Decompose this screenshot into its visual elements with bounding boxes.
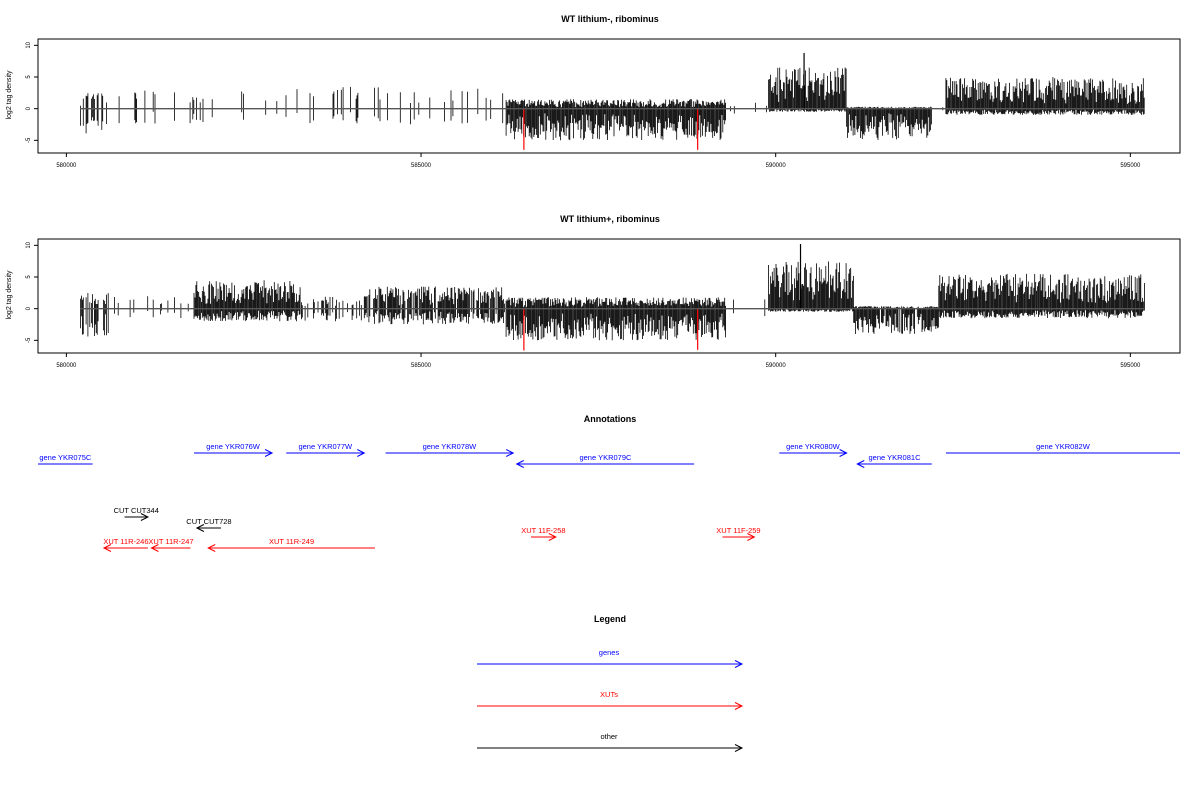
x-axis: 580000 585000 590000 595000 [56, 353, 1141, 369]
y-tick-label: 0 [26, 306, 32, 310]
arrow-head [515, 460, 525, 468]
annotation-feature: XUT 11F-258 [521, 526, 566, 541]
y-tick-label: 10 [26, 41, 32, 48]
peak-bars [523, 52, 805, 150]
legend: Legend genes XUTs other [477, 614, 744, 752]
annotation-feature: XUT 11R-246 [102, 537, 149, 552]
arrow-head [734, 660, 744, 668]
y-tick-label: -5 [26, 337, 32, 343]
panel-lithium-plus: WT lithium+, ribominus log2 tag density … [6, 214, 1181, 369]
arrow-head [548, 533, 557, 541]
legend-items: genes XUTs other [477, 648, 744, 752]
annotation-feature: gene YKR078W [385, 442, 515, 457]
feature-label: CUT CUT344 [114, 506, 159, 515]
annotations-title: Annotations [584, 414, 637, 424]
legend-item: genes [477, 648, 744, 668]
arrow-head [506, 449, 515, 457]
signal-bar-path [80, 261, 1145, 341]
panel-title: WT lithium-, ribominus [561, 14, 659, 24]
x-tick-label: 595000 [1120, 363, 1141, 369]
y-tick-label: 10 [26, 241, 32, 248]
x-tick-label: 580000 [56, 163, 77, 169]
feature-label: gene YKR080W [786, 442, 841, 451]
feature-label: gene YKR075C [39, 453, 92, 462]
legend-label: XUTs [600, 690, 618, 699]
feature-label: gene YKR081C [869, 453, 922, 462]
y-tick-label: -5 [26, 137, 32, 143]
y-tick-label: 5 [26, 75, 32, 79]
x-tick-label: 590000 [766, 163, 787, 169]
y-axis: -5 0 5 10 [26, 241, 38, 343]
annotation-feature: XUT 11R-247 [148, 537, 194, 552]
legend-label: genes [599, 648, 620, 657]
annotation-feature: XUT 11F-259 [716, 526, 761, 541]
panel-title: WT lithium+, ribominus [560, 214, 660, 224]
signal-bars [80, 261, 1145, 341]
arrow-head [102, 544, 112, 552]
feature-label: XUT 11F-259 [716, 526, 760, 535]
arrow-head [734, 744, 744, 752]
annotation-feature: CUT CUT344 [114, 506, 159, 521]
annotation-feature: gene YKR077W [286, 442, 366, 457]
annotation-feature: gene YKR075C [38, 453, 93, 465]
feature-label: gene YKR077W [298, 442, 353, 451]
legend-label: other [600, 732, 618, 741]
y-tick-label: 5 [26, 275, 32, 279]
legend-title: Legend [594, 614, 626, 624]
legend-item: XUTs [477, 690, 744, 710]
feature-list: gene YKR075C gene YKR076W gene YKR077W gene… [38, 442, 1180, 552]
annotation-feature: gene YKR080W [779, 442, 848, 457]
peak-bars [523, 244, 802, 351]
signal-bar-path [80, 67, 1145, 141]
feature-label: XUT 11R-247 [148, 537, 193, 546]
arrow-head [195, 524, 205, 532]
x-tick-label: 585000 [411, 363, 432, 369]
feature-label: XUT 11R-249 [269, 537, 314, 546]
panel-lithium-minus: WT lithium-, ribominus log2 tag density … [6, 14, 1181, 169]
y-axis: -5 0 5 10 [26, 41, 38, 143]
legend-item: other [477, 732, 744, 752]
feature-label: gene YKR082W [1036, 442, 1091, 451]
arrow-head [264, 449, 274, 457]
annotation-feature: gene YKR082W [945, 442, 1180, 454]
feature-label: XUT 11R-246 [103, 537, 148, 546]
feature-label: gene YKR076W [206, 442, 261, 451]
x-axis: 580000 585000 590000 595000 [56, 153, 1141, 169]
arrow-head [150, 544, 159, 552]
y-axis-label: log2 tag density [6, 70, 13, 120]
feature-label: CUT CUT728 [186, 517, 231, 526]
feature-label: gene YKR078W [423, 442, 478, 451]
arrow-head [734, 702, 744, 710]
x-tick-label: 595000 [1120, 163, 1141, 169]
x-tick-label: 590000 [766, 363, 787, 369]
annotation-feature: gene YKR081C [856, 453, 932, 468]
arrow-head [357, 449, 366, 457]
plot-frame [37, 38, 1181, 154]
arrow-head [839, 449, 848, 457]
annotation-feature: XUT 11R-249 [207, 537, 375, 552]
y-axis-label: log2 tag density [6, 270, 13, 320]
plot-frame [37, 238, 1181, 354]
arrow-head [140, 513, 150, 521]
x-tick-label: 585000 [411, 163, 432, 169]
annotation-feature: gene YKR079C [515, 453, 695, 468]
signal-bars [80, 67, 1145, 141]
annotation-feature: CUT CUT728 [186, 517, 232, 532]
arrow-head [747, 533, 756, 541]
arrow-head [207, 544, 216, 552]
annotation-feature: gene YKR076W [194, 442, 274, 457]
x-tick-label: 580000 [56, 363, 77, 369]
feature-label: gene YKR079C [579, 453, 632, 462]
feature-label: XUT 11F-258 [521, 526, 565, 535]
arrow-head [856, 460, 865, 468]
y-tick-label: 0 [26, 106, 32, 110]
